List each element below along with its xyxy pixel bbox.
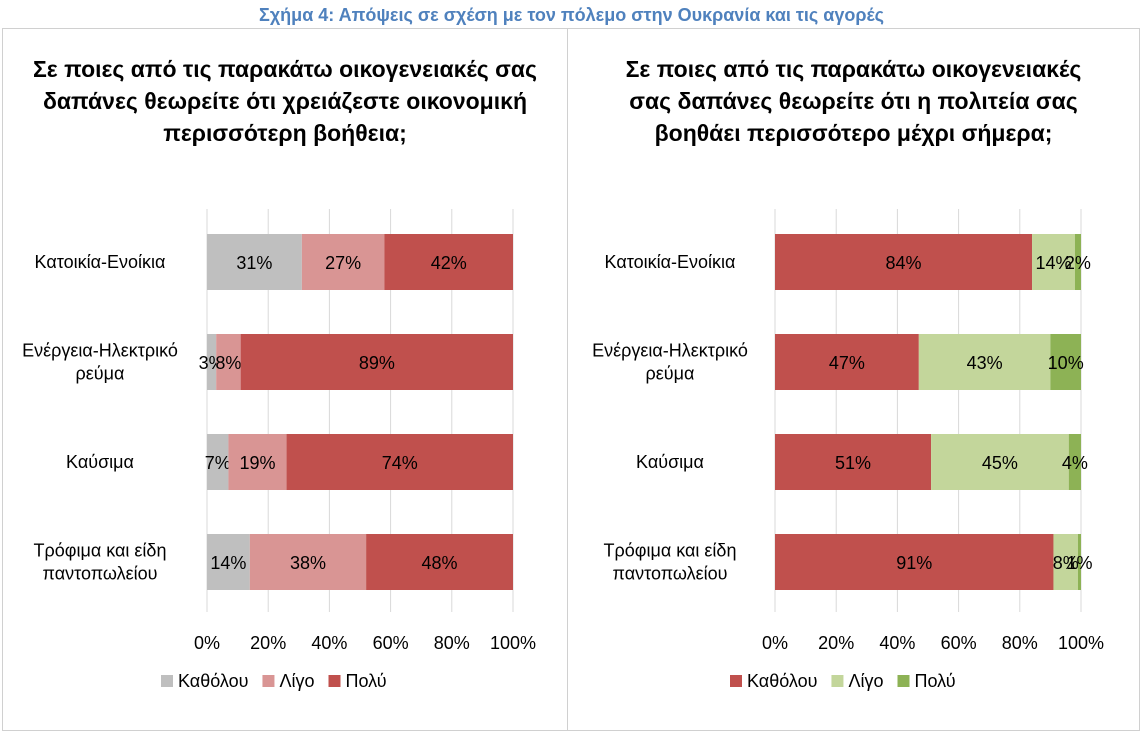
bar-segment	[775, 434, 932, 490]
chart-left-svg: 0% 20% 40% 60% 80% 100% Κατοικία-Ενοίκια 31% 27%…	[22, 209, 536, 691]
data-label: 10%	[1048, 353, 1084, 373]
category-label: Καύσιμα	[66, 452, 134, 472]
figure-caption: Σχήμα 4: Απόψεις σε σχέση με τον πόλεμο …	[259, 5, 884, 25]
category-label: Τρόφιμα και είδη	[34, 541, 167, 561]
data-label: 19%	[239, 453, 275, 473]
x-tick-label: 0%	[762, 633, 788, 653]
data-label: 48%	[422, 553, 458, 573]
bar-segment	[384, 234, 513, 290]
data-label: 91%	[896, 553, 932, 573]
bar-segment	[918, 334, 1051, 390]
bar-segment	[1053, 534, 1078, 590]
bar-segment	[301, 234, 385, 290]
data-label: 74%	[382, 453, 418, 473]
x-tick-label: 80%	[1002, 633, 1038, 653]
x-tick-label: 100%	[1058, 633, 1104, 653]
bar-segment	[775, 234, 1033, 290]
legend-label: Λίγο	[848, 671, 883, 691]
bar-segment	[286, 434, 513, 490]
category-label: Καύσιμα	[636, 452, 704, 472]
data-label: 7%	[205, 453, 231, 473]
chart-panel-right: Σε ποιες από τις παρακάτω οικογενειακές …	[567, 28, 1140, 731]
category-label: ρεύμα	[646, 364, 695, 384]
data-label: 14%	[210, 553, 246, 573]
chart-right-svg: 0% 20% 40% 60% 80% 100% Κατοικία-Ενοίκια 84% 14%…	[592, 209, 1104, 691]
data-label: 38%	[290, 553, 326, 573]
category-label: Κατοικία-Ενοίκια	[605, 252, 736, 272]
bar-segment	[207, 334, 217, 390]
legend-swatch	[328, 675, 341, 687]
data-label: 8%	[1053, 553, 1079, 573]
bar-segment	[366, 534, 513, 590]
legend-swatch	[161, 675, 173, 687]
bar-segment	[1050, 334, 1081, 390]
data-label: 43%	[967, 353, 1003, 373]
bar-segment	[1068, 434, 1081, 490]
data-label: 8%	[215, 353, 241, 373]
data-label: 51%	[835, 453, 871, 473]
bar-segment	[1032, 234, 1075, 290]
legend-swatch	[730, 675, 742, 687]
legend-label: Καθόλου	[178, 671, 248, 691]
bar-segment	[228, 434, 287, 490]
category-label: Τρόφιμα και είδη	[604, 541, 737, 561]
bar-segment	[207, 234, 302, 290]
legend-label: Καθόλου	[747, 671, 817, 691]
bar-segment	[775, 534, 1054, 590]
x-tick-label: 60%	[941, 633, 977, 653]
data-label: 14%	[1035, 253, 1071, 273]
legend-swatch	[831, 675, 844, 687]
x-tick-label: 80%	[434, 633, 470, 653]
chart-title-right: Σε ποιες από τις παρακάτω οικογενειακές …	[625, 56, 1082, 146]
data-label: 42%	[431, 253, 467, 273]
data-label: 89%	[359, 353, 395, 373]
legend-label: Πολύ	[915, 671, 956, 691]
data-label: 2%	[1065, 253, 1091, 273]
x-tick-label: 20%	[250, 633, 286, 653]
data-label: 27%	[325, 253, 361, 273]
chart-panel-left: Σε ποιες από τις παρακάτω οικογενειακές …	[2, 28, 568, 731]
data-label: 4%	[1062, 453, 1088, 473]
x-tick-label: 100%	[490, 633, 536, 653]
bar-segment	[775, 334, 919, 390]
bar-segment	[249, 534, 367, 590]
bar-segment	[931, 434, 1069, 490]
legend-label: Λίγο	[279, 671, 314, 691]
category-label: ρεύμα	[76, 364, 125, 384]
bar-segment	[216, 334, 241, 390]
data-label: 1%	[1066, 553, 1092, 573]
category-label: παντοπωλείου	[43, 564, 158, 584]
data-label: 45%	[982, 453, 1018, 473]
category-label: Κατοικία-Ενοίκια	[35, 252, 166, 272]
data-label: 84%	[886, 253, 922, 273]
x-tick-label: 40%	[311, 633, 347, 653]
category-label: Ενέργεια-Ηλεκτρικό	[592, 341, 748, 361]
bar-segment	[1074, 234, 1081, 290]
x-tick-label: 0%	[194, 633, 220, 653]
legend-swatch	[897, 675, 910, 687]
bar-segment	[1077, 534, 1081, 590]
bar-segment	[207, 434, 229, 490]
x-tick-label: 60%	[373, 633, 409, 653]
legend-swatch	[262, 675, 275, 687]
chart-title-left: Σε ποιες από τις παρακάτω οικογενειακές …	[33, 56, 537, 146]
data-label: 31%	[236, 253, 272, 273]
bar-segment	[240, 334, 513, 390]
x-tick-label: 20%	[818, 633, 854, 653]
category-label: Ενέργεια-Ηλεκτρικό	[22, 341, 178, 361]
x-tick-label: 40%	[879, 633, 915, 653]
legend-label: Πολύ	[346, 671, 387, 691]
bar-segment	[207, 534, 250, 590]
data-label: 47%	[829, 353, 865, 373]
category-label: παντοπωλείου	[613, 564, 728, 584]
